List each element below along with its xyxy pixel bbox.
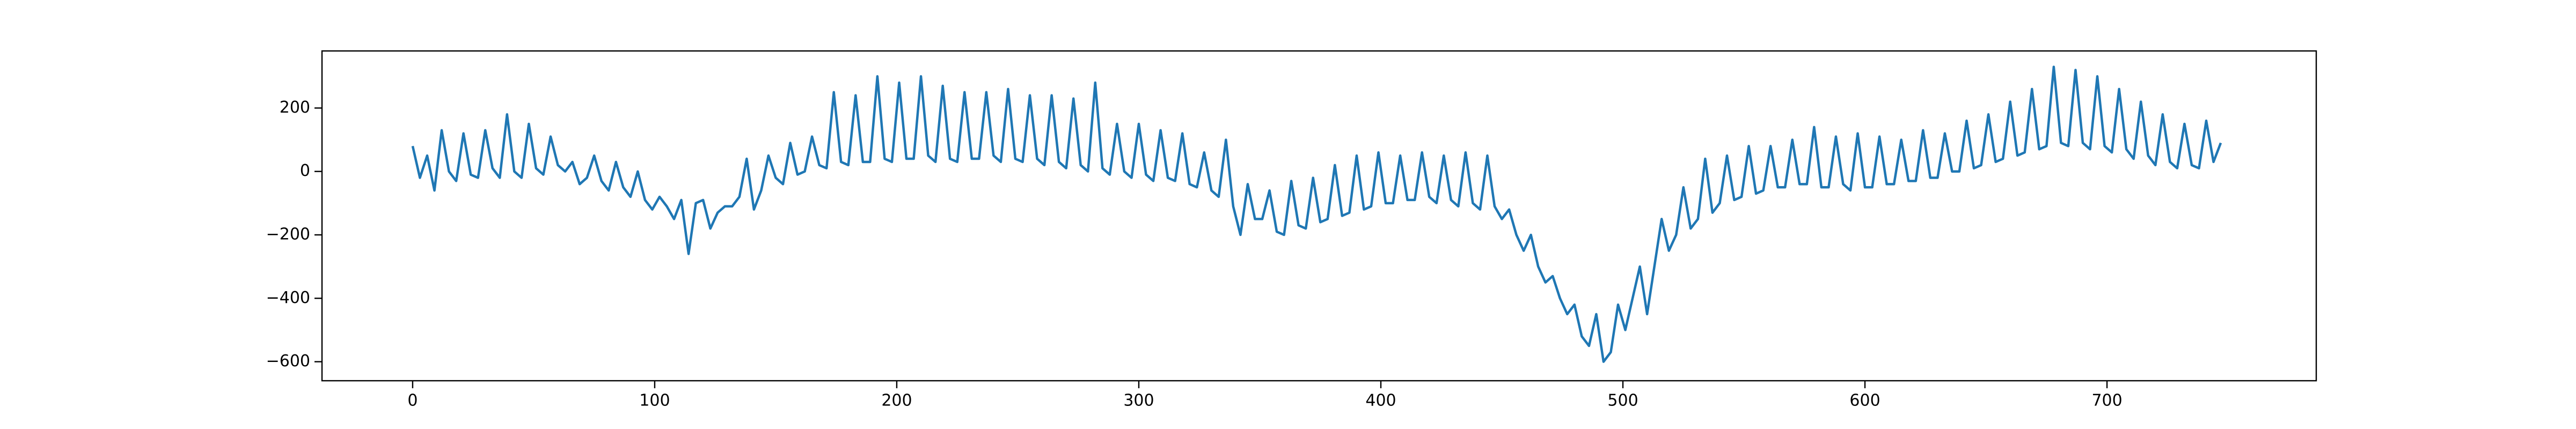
x-tick-label: 300: [1123, 391, 1154, 410]
y-tick-label: 0: [300, 161, 310, 180]
y-tick-label: −200: [266, 225, 310, 243]
data-line: [411, 65, 2222, 363]
y-tick-label: 200: [280, 98, 310, 117]
axes-frame: [321, 50, 2317, 382]
x-tick-label: 0: [407, 391, 418, 410]
x-tick-label: 200: [881, 391, 912, 410]
x-tick-label: 500: [1607, 391, 1638, 410]
x-tick-label: 400: [1365, 391, 1396, 410]
y-tick-label: −400: [266, 289, 310, 307]
x-tick-label: 100: [639, 391, 670, 410]
x-tick-label: 600: [1849, 391, 1880, 410]
x-tick-label: 700: [2091, 391, 2122, 410]
y-tick-label: −600: [266, 352, 310, 371]
